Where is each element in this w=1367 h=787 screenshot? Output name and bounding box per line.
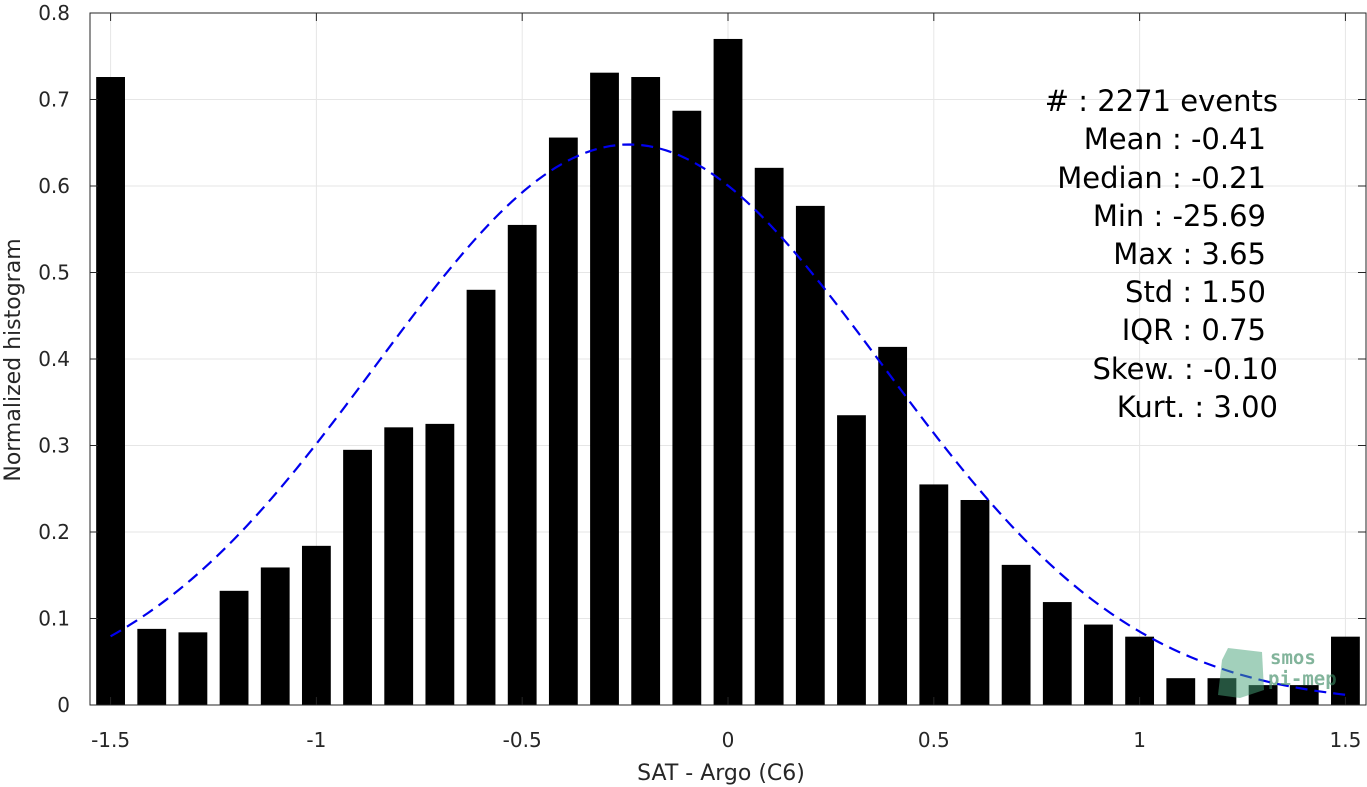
histogram-bar (631, 77, 661, 705)
y-tick-label: 0.1 (38, 607, 70, 631)
x-tick-label: 0 (722, 728, 735, 752)
histogram-bar (507, 224, 537, 706)
histogram-bar (548, 137, 578, 705)
histogram-bar (178, 632, 208, 705)
histogram-bar (672, 110, 702, 706)
histogram-bar (1042, 602, 1072, 705)
logo-text-1: smos (1270, 647, 1316, 669)
histogram-bar (1289, 685, 1319, 705)
stat-events: # : 2271 events (1045, 84, 1278, 118)
histogram-bar (919, 484, 949, 705)
histogram-bar (1084, 624, 1113, 705)
y-tick-label: 0.6 (38, 174, 70, 198)
y-tick-label: 0.3 (38, 434, 70, 458)
bars-group (96, 38, 1360, 706)
histogram-bar (878, 346, 908, 705)
x-tick-label: 0.5 (918, 728, 950, 752)
histogram-bar (425, 423, 455, 705)
x-axis-ticks: -1.5 -1 -0.5 0 0.5 1 1.5 (91, 13, 1361, 752)
x-tick-label: 1.5 (1330, 728, 1362, 752)
histogram-bar (795, 205, 825, 705)
histogram-bar (1166, 678, 1196, 705)
x-tick-label: -0.5 (503, 728, 542, 752)
stat-std: Std : 1.50 (1125, 275, 1266, 309)
y-axis-label: Normalized histogram (1, 238, 26, 481)
y-tick-label: 0.4 (38, 347, 70, 371)
y-tick-label: 0.7 (38, 88, 70, 112)
histogram-bar (754, 167, 784, 705)
histogram-bar (219, 590, 249, 705)
histogram-bar (301, 545, 331, 705)
x-tick-label: 1 (1133, 728, 1146, 752)
x-axis-label: SAT - Argo (C6) (637, 761, 805, 786)
histogram-bar (384, 427, 414, 705)
logo-text-2: pi-mep (1268, 668, 1337, 690)
histogram-bar (137, 628, 167, 705)
histogram-bar (1001, 564, 1031, 705)
stat-mean: Mean : -0.41 (1084, 122, 1266, 156)
y-axis-ticks: 0 0.1 0.2 0.3 0.4 0.5 0.6 0.7 0.8 (38, 1, 1366, 717)
histogram-bar (960, 499, 990, 705)
y-tick-label: 0.2 (38, 520, 70, 544)
stat-median: Median : -0.21 (1057, 161, 1266, 195)
histogram-bar (96, 77, 125, 705)
histogram-bar (590, 72, 619, 705)
stat-kurt: Kurt. : 3.00 (1117, 390, 1278, 424)
x-tick-label: -1.5 (91, 728, 130, 752)
y-tick-label: 0.5 (38, 261, 70, 285)
stat-skew: Skew. : -0.10 (1092, 352, 1278, 386)
stat-max: Max : 3.65 (1113, 237, 1266, 271)
histogram-bar (837, 415, 866, 705)
histogram-bar (343, 449, 372, 705)
y-tick-label: 0.8 (38, 1, 70, 25)
histogram-bar (466, 289, 496, 705)
logo-mark-icon (1218, 648, 1264, 698)
stat-min: Min : -25.69 (1093, 199, 1266, 233)
histogram-bar (1125, 636, 1155, 705)
normal-fit-curve (110, 143, 1346, 696)
histogram-bar (713, 38, 743, 705)
x-tick-label: -1 (306, 728, 326, 752)
statistics-box: # : 2271 events Mean : -0.41 Median : -0… (1045, 84, 1278, 424)
histogram-bar (260, 567, 290, 705)
smos-pimep-logo: smos pi-mep (1218, 647, 1337, 698)
stat-iqr: IQR : 0.75 (1122, 313, 1266, 347)
y-tick-label: 0 (57, 693, 70, 717)
